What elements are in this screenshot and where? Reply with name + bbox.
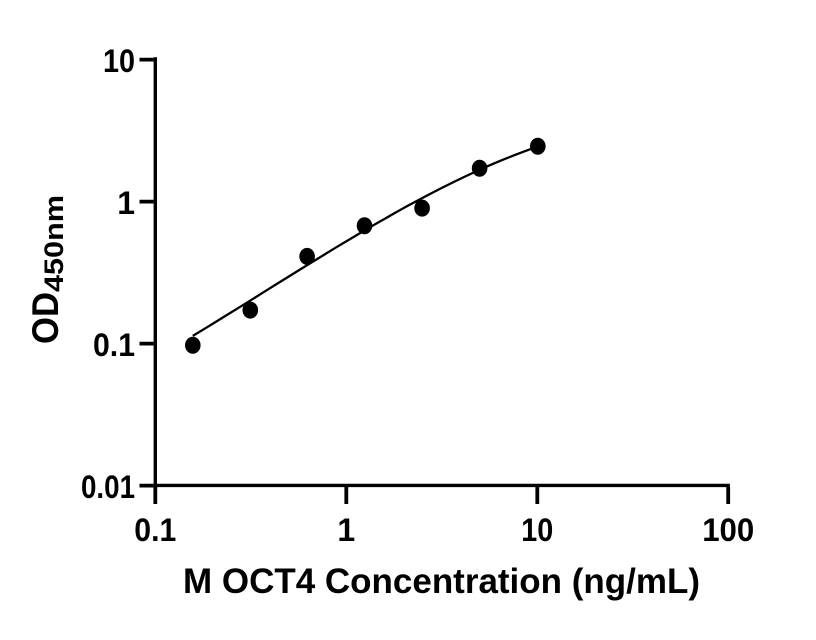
svg-text:0.1: 0.1 (93, 327, 135, 363)
svg-text:10: 10 (103, 43, 135, 79)
svg-text:OD450nm: OD450nm (25, 195, 69, 344)
svg-text:10: 10 (521, 512, 553, 548)
svg-text:0.01: 0.01 (81, 469, 135, 505)
svg-text:100: 100 (702, 512, 754, 548)
svg-text:1: 1 (117, 185, 135, 221)
svg-text:0.1: 0.1 (134, 512, 176, 548)
svg-text:1: 1 (337, 512, 355, 548)
svg-text:M OCT4 Concentration (ng/mL): M OCT4 Concentration (ng/mL) (183, 562, 700, 601)
